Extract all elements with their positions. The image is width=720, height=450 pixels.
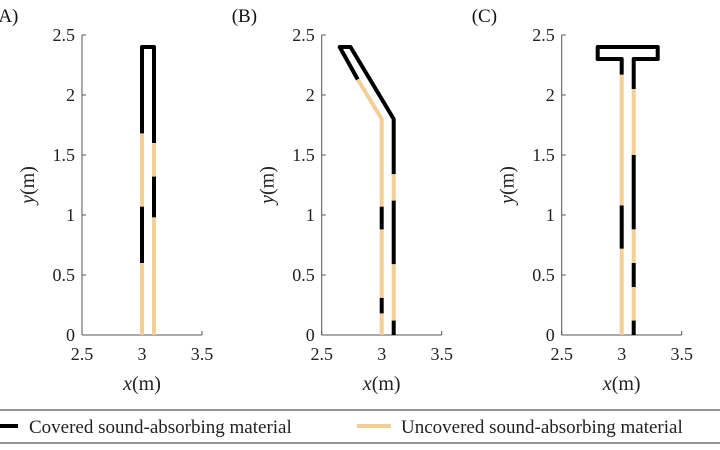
y-tick-label: 1.5 <box>53 145 76 165</box>
y-tick-label: 0 <box>306 325 315 345</box>
y-tick-label: 0 <box>546 325 555 345</box>
panel-label: (B) <box>232 6 257 27</box>
y-tick-label: 2.5 <box>532 25 555 45</box>
y-tick-label: 0.5 <box>53 265 76 285</box>
panel-1: 2.5 3 3.500.511.522.5x(m)y(m)(B) <box>232 6 453 395</box>
x-axis-unit: (m) <box>372 373 401 395</box>
y-axis-variable: y <box>17 195 39 206</box>
y-tick-label: 1 <box>66 205 75 225</box>
y-axis-unit: (m) <box>497 166 519 195</box>
x-tick-label: 2.5 <box>71 344 94 364</box>
x-tick-label: 3 <box>138 344 147 364</box>
x-axis-label: x(m) <box>602 373 641 395</box>
x-tick-label: 3.5 <box>430 344 453 364</box>
x-tick-label: 3 <box>377 344 386 364</box>
y-axis-label: y(m) <box>497 166 519 206</box>
x-tick-label: 3 <box>617 344 626 364</box>
y-tick-label: 2 <box>546 85 555 105</box>
y-tick-label: 2.5 <box>53 25 76 45</box>
segment-uncovered <box>355 78 384 207</box>
x-axis-variable: x <box>602 373 612 395</box>
segment-covered <box>337 45 396 175</box>
panel-label: (C) <box>472 6 497 27</box>
x-axis-label: x(m) <box>362 373 401 395</box>
y-axis-variable: y <box>257 195 279 206</box>
y-axis-label: y(m) <box>257 166 279 206</box>
y-axis-unit: (m) <box>17 166 39 195</box>
y-tick-label: 1 <box>306 205 315 225</box>
y-tick-label: 2 <box>306 85 315 105</box>
segment-covered <box>595 45 660 89</box>
legend-label-uncovered: Uncovered sound-absorbing material <box>401 417 683 438</box>
y-tick-label: 2 <box>66 85 75 105</box>
x-tick-label: 3.5 <box>670 344 693 364</box>
panel-2: 2.5 3 3.500.511.522.5x(m)y(m)(C) <box>472 6 693 395</box>
y-tick-label: 1.5 <box>532 145 555 165</box>
segment-covered <box>140 45 156 143</box>
x-tick-label: 3.5 <box>191 344 214 364</box>
legend-label-covered: Covered sound-absorbing material <box>29 417 292 438</box>
x-axis-unit: (m) <box>612 373 641 395</box>
x-axis-label: x(m) <box>122 373 161 395</box>
y-tick-label: 0.5 <box>532 265 555 285</box>
y-tick-label: 0 <box>66 325 75 345</box>
y-tick-label: 0.5 <box>292 265 315 285</box>
y-tick-label: 1 <box>546 205 555 225</box>
y-axis-variable: y <box>497 195 519 206</box>
x-tick-label: 2.5 <box>550 344 573 364</box>
x-axis-unit: (m) <box>132 373 161 395</box>
y-axis-label: y(m) <box>17 166 39 206</box>
panel-label: (A) <box>0 6 18 27</box>
x-axis-variable: x <box>122 373 132 395</box>
legend: Covered sound-absorbing material Uncover… <box>0 409 720 444</box>
x-axis-variable: x <box>362 373 372 395</box>
y-tick-label: 2.5 <box>292 25 315 45</box>
y-tick-label: 1.5 <box>292 145 315 165</box>
y-axis-unit: (m) <box>257 166 279 195</box>
panel-0: 2.533.500.511.522.5x(m)y(m)(A) <box>0 6 213 395</box>
x-tick-label: 2.5 <box>310 344 333 364</box>
